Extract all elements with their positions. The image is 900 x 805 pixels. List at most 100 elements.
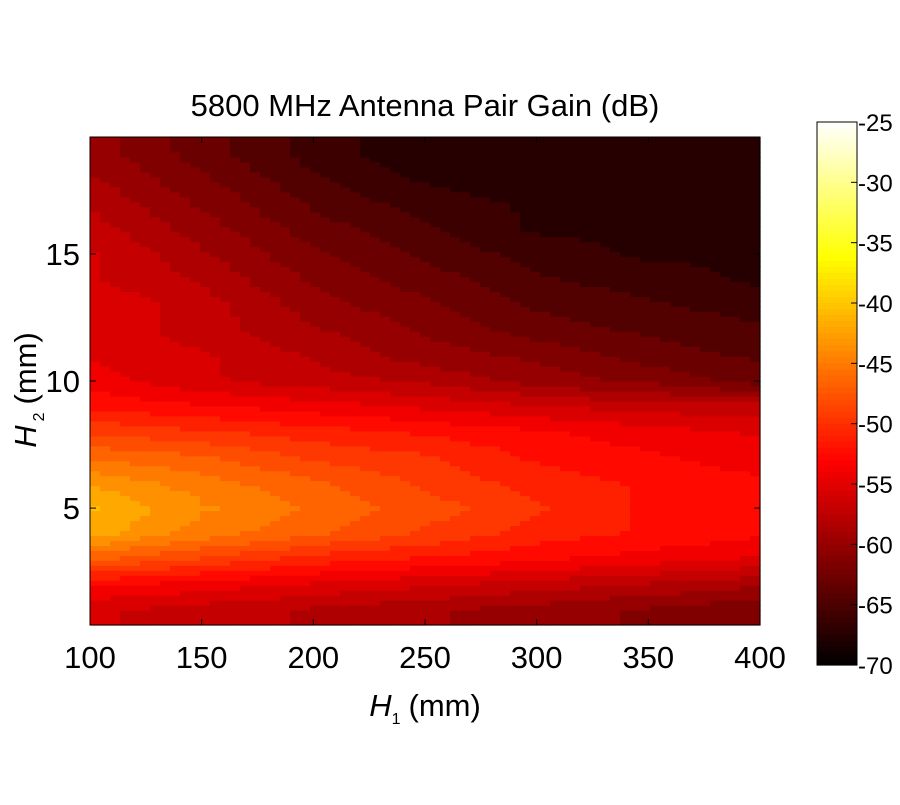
heatmap-cell [440, 211, 451, 218]
heatmap-cell [260, 206, 271, 213]
heatmap-cell [230, 465, 241, 472]
heatmap-cell [520, 475, 531, 482]
heatmap-cell [290, 415, 301, 422]
heatmap-cell [480, 321, 491, 327]
heatmap-cell [590, 615, 601, 621]
heatmap-cell [430, 281, 441, 287]
heatmap-cell [100, 610, 111, 616]
heatmap-cell [190, 276, 201, 283]
heatmap-cell [370, 455, 381, 462]
heatmap-cell [340, 595, 351, 601]
heatmap-cell [270, 445, 281, 452]
heatmap-cell [100, 191, 111, 198]
heatmap-cell [420, 326, 431, 332]
heatmap-cell [130, 336, 141, 342]
heatmap-cell [560, 376, 571, 382]
heatmap-cell [340, 176, 351, 183]
heatmap-cell [230, 361, 241, 367]
heatmap-cell [210, 435, 221, 442]
heatmap-cell [400, 585, 411, 591]
heatmap-cell [200, 425, 211, 432]
heatmap-cell [550, 390, 561, 397]
heatmap-cell [110, 331, 121, 337]
heatmap-cell [550, 600, 561, 606]
heatmap-cell [210, 286, 221, 292]
heatmap-cell [550, 231, 561, 238]
heatmap-cell [110, 515, 121, 522]
heatmap-cell [340, 530, 351, 536]
heatmap-cell [200, 470, 211, 477]
heatmap-cell [100, 575, 111, 581]
heatmap-cell [160, 520, 171, 527]
heatmap-cell [380, 505, 391, 512]
heatmap-cell [470, 545, 481, 551]
heatmap-cell [490, 216, 501, 223]
heatmap-cell [520, 430, 531, 437]
heatmap-cell [220, 470, 231, 477]
heatmap-cell [90, 156, 101, 163]
heatmap-cell [480, 326, 491, 332]
heatmap-cell [160, 575, 171, 581]
heatmap-cell [560, 485, 571, 492]
heatmap-cell [110, 241, 121, 248]
heatmap-cell [320, 560, 331, 566]
heatmap-cell [510, 261, 521, 268]
heatmap-cell [90, 151, 101, 158]
heatmap-cell [140, 540, 151, 546]
heatmap-cell [460, 490, 471, 497]
heatmap-cell [400, 470, 411, 477]
heatmap-cell [460, 620, 471, 626]
heatmap-cell [590, 390, 601, 397]
heatmap-cell [460, 415, 471, 422]
heatmap-cell [200, 226, 211, 233]
heatmap-cell [540, 301, 551, 307]
heatmap-cell [570, 271, 581, 278]
heatmap-cell [400, 460, 411, 467]
heatmap-cell [570, 376, 581, 382]
heatmap-cell [180, 455, 191, 462]
heatmap-cell [150, 241, 161, 248]
heatmap-cell [330, 351, 341, 357]
heatmap-cell [540, 291, 551, 297]
heatmap-cell [150, 156, 161, 163]
heatmap-cell [560, 296, 571, 302]
heatmap-cell [100, 251, 111, 258]
heatmap-cell [240, 196, 251, 203]
heatmap-cell [570, 196, 581, 203]
heatmap-cell [540, 495, 551, 502]
heatmap-cell [380, 395, 391, 402]
heatmap-cell [510, 575, 521, 581]
heatmap-cell [330, 296, 341, 302]
heatmap-cell [280, 595, 291, 601]
heatmap-cell [270, 181, 281, 188]
heatmap-cell [510, 226, 521, 233]
heatmap-cell [420, 291, 431, 297]
heatmap-cell [350, 580, 361, 586]
heatmap-cell [540, 191, 551, 198]
heatmap-cell [390, 166, 401, 173]
heatmap-cell [130, 525, 141, 531]
heatmap-cell [560, 560, 571, 566]
heatmap-cell [510, 346, 521, 352]
heatmap-cell [220, 510, 231, 517]
heatmap-cell [420, 565, 431, 571]
heatmap-cell [570, 356, 581, 362]
heatmap-cell [420, 311, 431, 317]
heatmap-cell [590, 176, 601, 183]
heatmap-cell [290, 296, 301, 302]
heatmap-cell [170, 296, 181, 302]
heatmap-cell [520, 321, 531, 327]
heatmap-cell [460, 286, 471, 292]
heatmap-cell [290, 241, 301, 248]
heatmap-cell [260, 420, 271, 427]
heatmap-cell [230, 306, 241, 312]
heatmap-cell [200, 281, 211, 287]
heatmap-cell [440, 206, 451, 213]
heatmap-cell [570, 281, 581, 287]
heatmap-cell [160, 256, 171, 263]
heatmap-cell [400, 211, 411, 218]
heatmap-cell [290, 555, 301, 561]
heatmap-cell [560, 326, 571, 332]
heatmap-cell [300, 475, 311, 482]
heatmap-cell [500, 540, 511, 546]
